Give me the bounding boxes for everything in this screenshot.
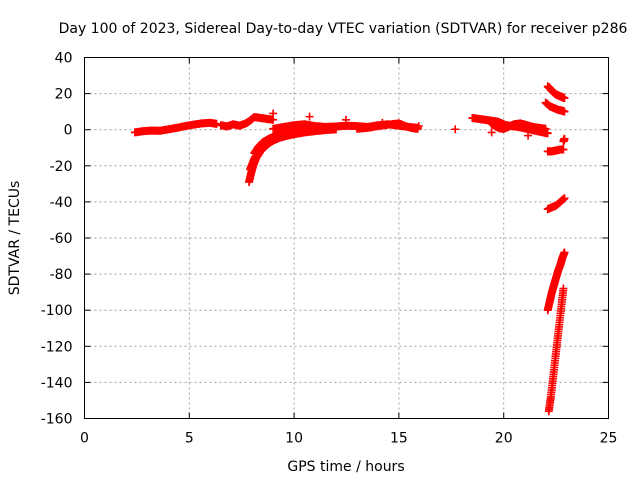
y-tick-label: -100 xyxy=(41,303,73,319)
chart-title: Day 100 of 2023, Sidereal Day-to-day VTE… xyxy=(59,21,628,37)
x-tick-label: 5 xyxy=(185,431,194,447)
series-isolated xyxy=(269,109,569,146)
y-tick-label: -60 xyxy=(50,231,73,247)
data-point xyxy=(212,119,221,128)
data-point xyxy=(269,109,278,118)
y-tick-labels: 40 20 0 -20 -40 -60 -80 -100 -120 -140 -160 xyxy=(41,51,73,428)
x-axis-label: GPS time / hours xyxy=(287,459,404,475)
data-points xyxy=(130,82,569,416)
y-tick-label: 20 xyxy=(55,87,73,103)
data-point xyxy=(541,124,550,133)
series-arc-5 xyxy=(250,125,320,158)
y-tick-label: -160 xyxy=(41,412,73,428)
data-point xyxy=(543,129,552,138)
series-arc-2 xyxy=(216,113,278,131)
series-arc-1 xyxy=(130,118,221,137)
series-arc-12 xyxy=(543,145,568,156)
series-arc-11 xyxy=(541,98,569,116)
x-tick-label: 10 xyxy=(285,431,303,447)
x-tick-label: 20 xyxy=(495,431,513,447)
data-point xyxy=(560,107,569,116)
series-arc-13 xyxy=(543,194,569,214)
data-point xyxy=(451,125,460,134)
series-arc-10 xyxy=(543,82,569,103)
data-point xyxy=(560,248,569,257)
data-point xyxy=(378,118,387,127)
data-point xyxy=(305,112,314,121)
x-tick-labels: 0 5 10 15 20 25 xyxy=(80,431,617,447)
y-tick-label: -120 xyxy=(41,339,73,355)
series-arc-14 xyxy=(543,248,569,315)
y-tick-label: 0 xyxy=(64,123,73,139)
data-point xyxy=(559,145,568,154)
data-point xyxy=(560,94,569,103)
x-tick-label: 25 xyxy=(600,431,618,447)
y-tick-label: -80 xyxy=(50,267,73,283)
x-tick-label: 15 xyxy=(390,431,408,447)
data-point xyxy=(341,115,350,124)
y-tick-label: -140 xyxy=(41,375,73,391)
y-tick-label: -40 xyxy=(50,195,73,211)
grid xyxy=(84,57,609,419)
y-tick-label: 40 xyxy=(55,51,73,67)
series-arc-15 xyxy=(544,284,568,416)
data-point xyxy=(560,194,569,203)
data-point xyxy=(414,122,423,131)
data-point xyxy=(524,131,533,140)
series-arc-7 xyxy=(352,119,422,133)
series-arc-9 xyxy=(487,119,550,133)
data-point xyxy=(487,128,496,137)
y-axis-label: SDTVAR / TECUs xyxy=(7,181,23,296)
x-tick-label: 0 xyxy=(80,431,89,447)
data-point xyxy=(559,137,568,146)
y-tick-label: -20 xyxy=(50,159,73,175)
data-point xyxy=(559,284,568,293)
plot-frame xyxy=(84,57,609,419)
